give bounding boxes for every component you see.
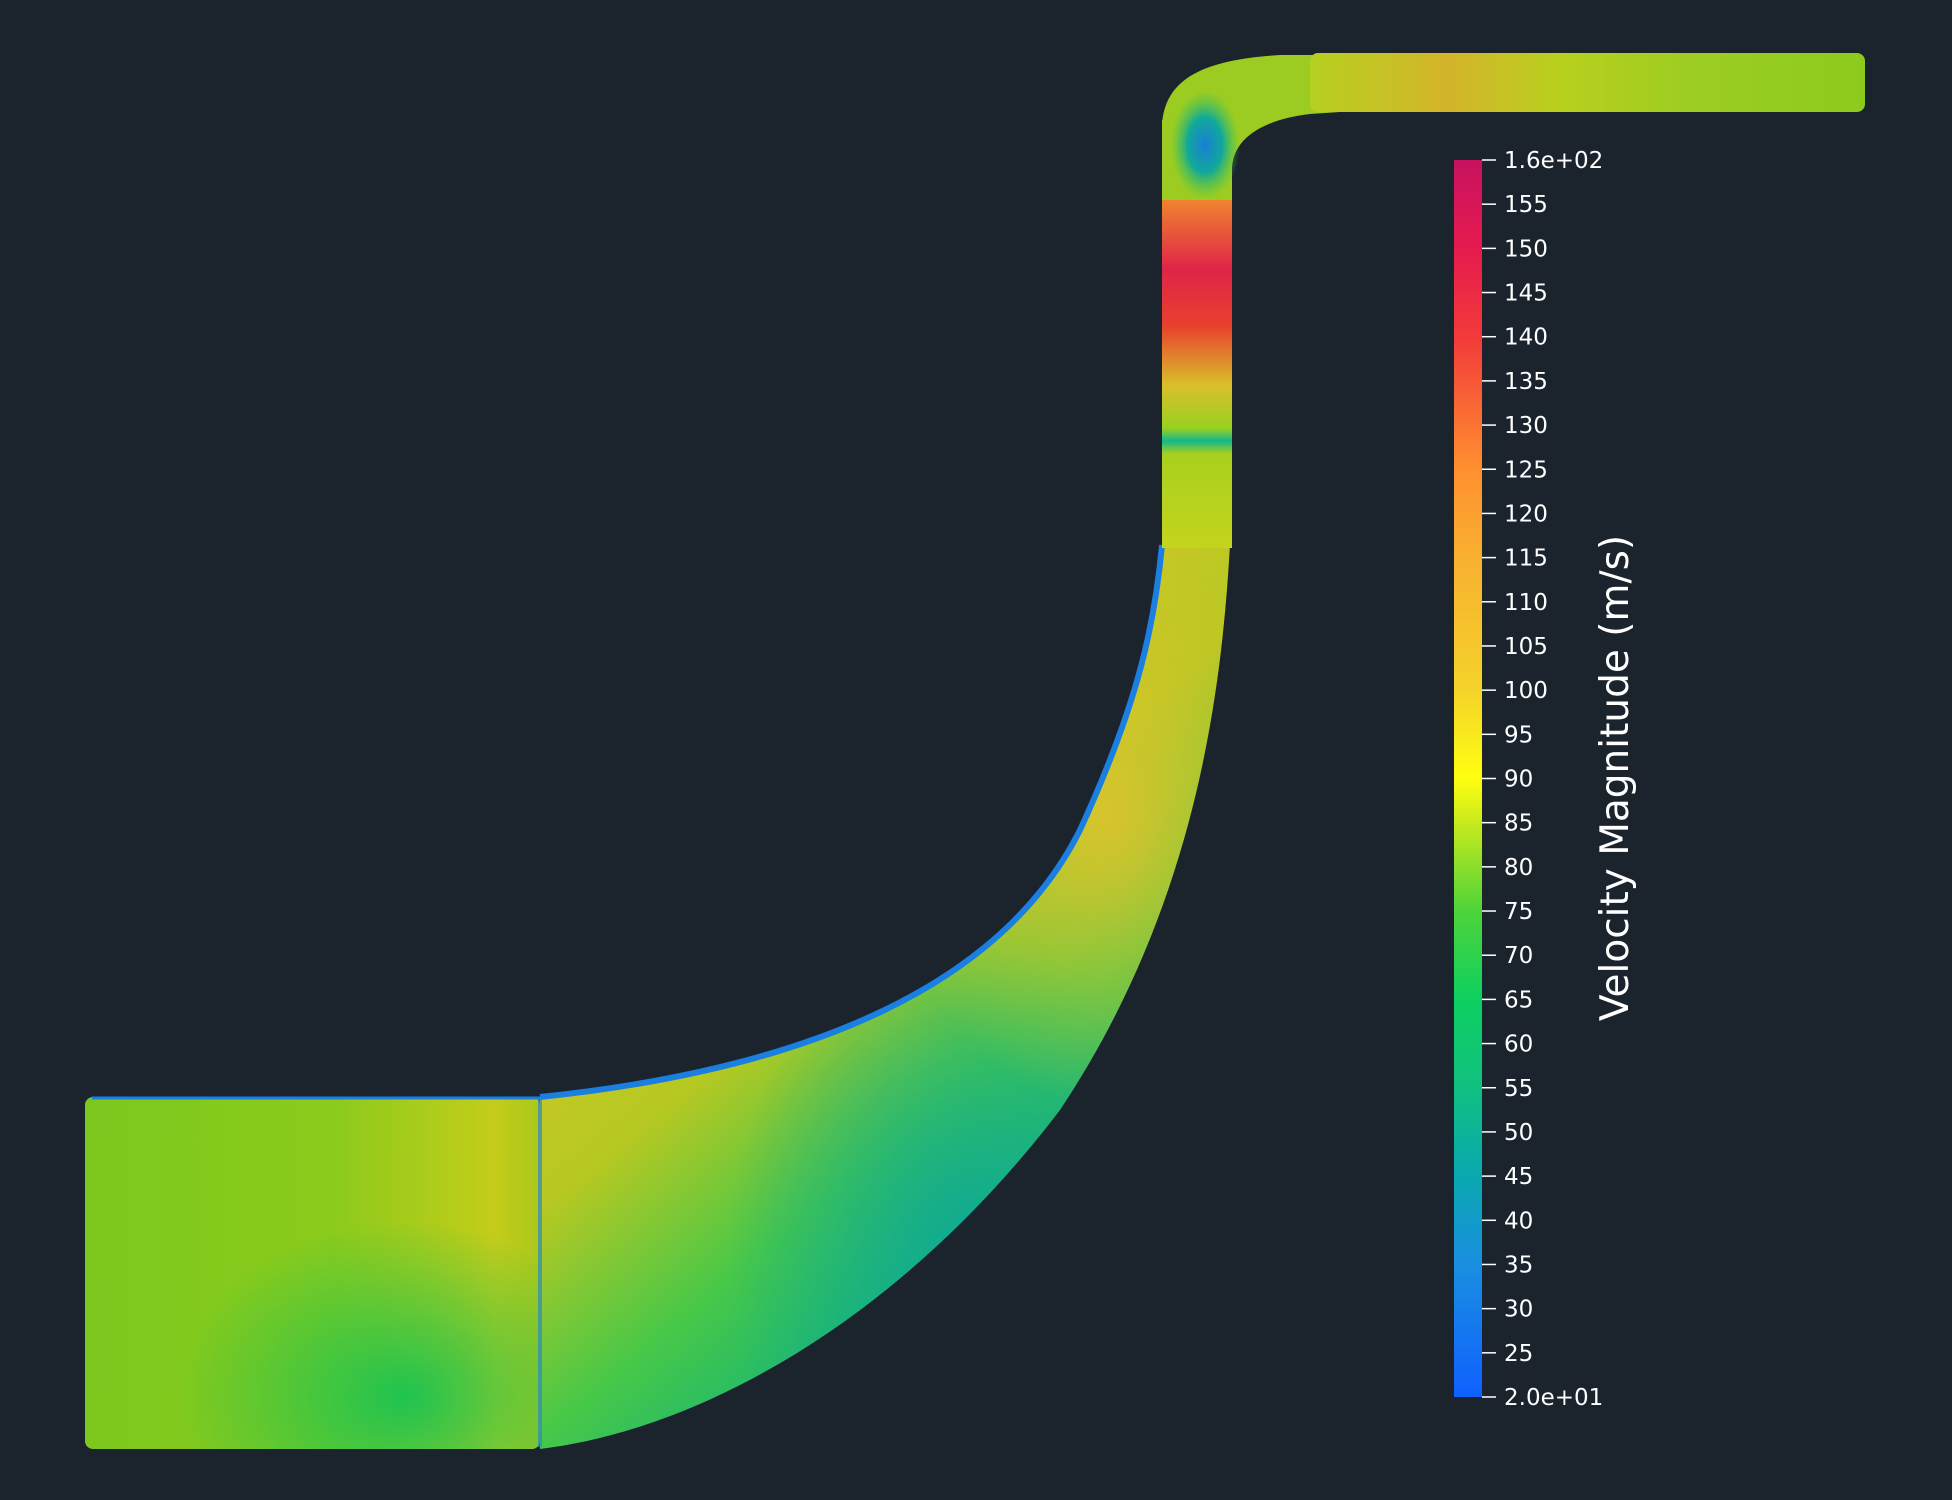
colorbar-tick-label: 1.6e+02 — [1504, 148, 1603, 174]
colorbar-tick-label: 85 — [1504, 811, 1533, 837]
colorbar-tick-label: 40 — [1504, 1208, 1533, 1234]
colorbar-tick-label: 65 — [1504, 987, 1533, 1013]
colorbar-tick-label: 110 — [1504, 590, 1548, 616]
colorbar-tick-label: 70 — [1504, 943, 1533, 969]
colorbar-tick-label: 115 — [1504, 546, 1548, 572]
colorbar — [1454, 160, 1482, 1397]
colorbar-tick-label: 120 — [1504, 501, 1548, 527]
colorbar-tick-label: 35 — [1504, 1252, 1533, 1278]
colorbar-tick-label: 145 — [1504, 281, 1548, 307]
colorbar-tick-label: 55 — [1504, 1076, 1533, 1102]
colorbar-tick-label: 2.0e+01 — [1504, 1385, 1603, 1411]
colorbar-ticks: 1.6e+02 155 150 145 140 135 130 125 120 115 110 105… — [1482, 148, 1603, 1411]
color-legend: 1.6e+02 155 150 145 140 135 130 125 120 115 110 105… — [1454, 148, 1638, 1411]
colorbar-tick-label: 105 — [1504, 634, 1548, 660]
colorbar-tick-label: 155 — [1504, 192, 1548, 218]
colorbar-tick-label: 60 — [1504, 1032, 1533, 1058]
outlet-pipe — [1310, 53, 1865, 112]
bend-high-velocity-region — [540, 545, 1230, 1449]
colorbar-tick-label: 140 — [1504, 325, 1548, 351]
colorbar-tick-label: 100 — [1504, 678, 1548, 704]
colorbar-tick-label: 150 — [1504, 236, 1548, 262]
colorbar-tick-label: 90 — [1504, 767, 1533, 793]
inlet-low-velocity-region — [85, 1097, 540, 1449]
colorbar-tick-label: 45 — [1504, 1164, 1533, 1190]
colorbar-tick-label: 75 — [1504, 899, 1533, 925]
legend-title: Velocity Magnitude (m/s) — [1593, 535, 1638, 1021]
bend-boundary-layer — [539, 544, 1165, 1100]
recirculation-vortex — [1170, 90, 1240, 200]
colorbar-tick-label: 80 — [1504, 855, 1533, 881]
colorbar-tick-label: 135 — [1504, 369, 1548, 395]
colorbar-tick-label: 95 — [1504, 722, 1533, 748]
colorbar-tick-label: 25 — [1504, 1341, 1533, 1367]
colorbar-tick-label: 30 — [1504, 1297, 1533, 1323]
colorbar-tick-label: 125 — [1504, 457, 1548, 483]
colorbar-tick-label: 50 — [1504, 1120, 1533, 1146]
flow-domain — [85, 53, 1865, 1449]
colorbar-tick-label: 130 — [1504, 413, 1548, 439]
